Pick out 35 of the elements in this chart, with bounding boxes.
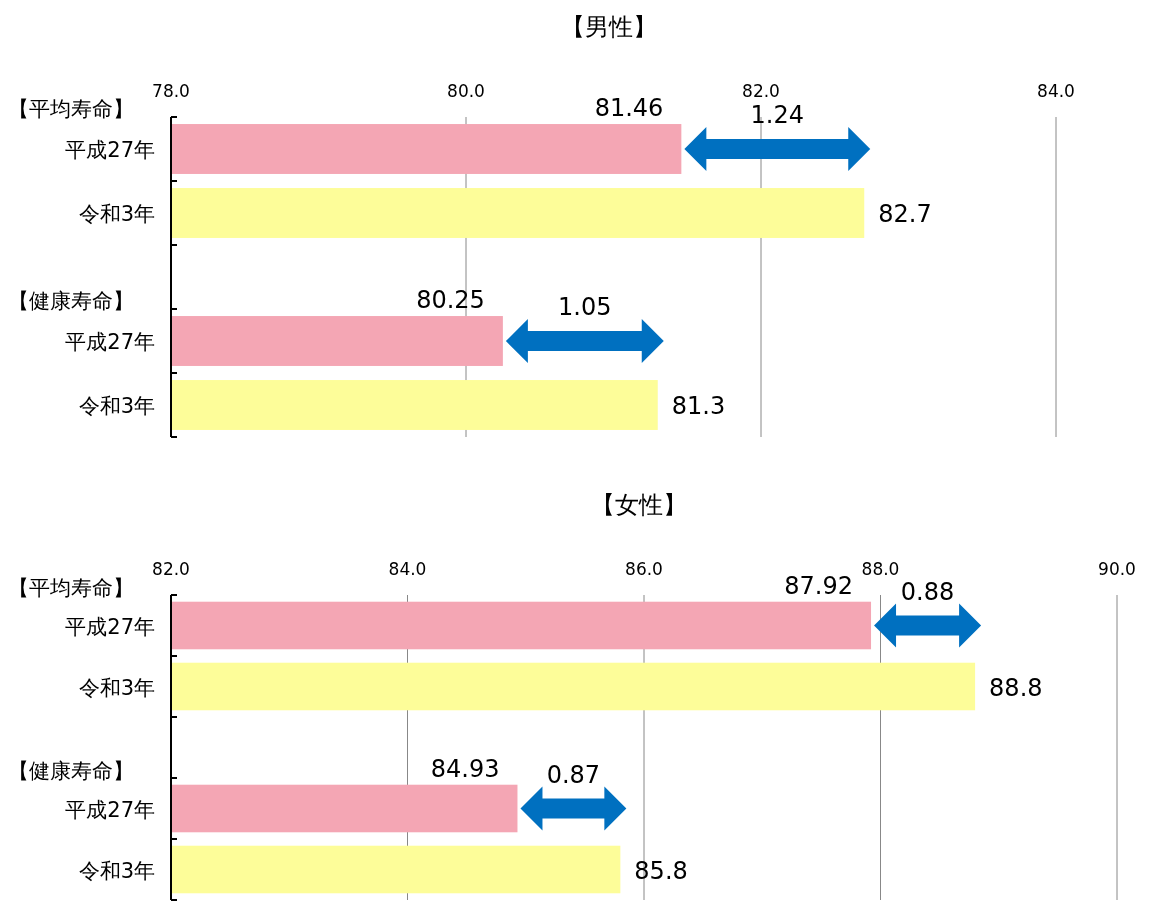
x-tick-label: 88.0 (861, 559, 900, 579)
data-label: 84.93 (430, 754, 500, 783)
data-label: 81.3 (671, 392, 726, 420)
x-tick-label: 86.0 (625, 559, 663, 579)
x-tick-label: 82.0 (152, 559, 190, 579)
data-label: 87.92 (784, 571, 854, 600)
chart-title: 【男性】 (560, 13, 657, 41)
data-label: 88.8 (989, 673, 1043, 702)
x-tick-label: 84.0 (1037, 81, 1075, 101)
text: 【健康寿命】 (8, 289, 134, 314)
y-tick-label: 令和3年 (78, 675, 155, 700)
annotation: 1.05 (558, 293, 612, 321)
text: 【平均寿命】 (8, 575, 134, 600)
data-label: 85.8 (634, 856, 688, 885)
data-label: 80.25 (416, 286, 485, 315)
data-label: 81.46 (594, 94, 664, 123)
annotation: 0.88 (900, 577, 955, 606)
y-tick-label: 平成27年 (65, 138, 155, 162)
data-label: 82.7 (878, 200, 932, 228)
y-tick-label: 平成27年 (65, 330, 155, 354)
x-tick-label: 82.0 (742, 81, 780, 101)
text: 【健康寿命】 (8, 758, 134, 783)
x-tick-label: 90.0 (1098, 559, 1136, 579)
y-tick-label: 令和3年 (78, 202, 155, 226)
x-tick-label: 84.0 (388, 559, 427, 579)
y-tick-label: 令和3年 (78, 394, 155, 418)
text: 【平均寿命】 (8, 97, 134, 122)
annotation: 1.24 (750, 101, 805, 129)
y-tick-label: 令和3年 (78, 858, 155, 883)
annotation: 0.87 (546, 760, 601, 789)
x-tick-label: 80.0 (447, 81, 485, 101)
chart-title: 【女性】 (591, 491, 687, 519)
y-tick-label: 平成27年 (65, 797, 155, 822)
y-tick-label: 平成27年 (65, 614, 155, 639)
x-tick-label: 78.0 (152, 81, 190, 101)
